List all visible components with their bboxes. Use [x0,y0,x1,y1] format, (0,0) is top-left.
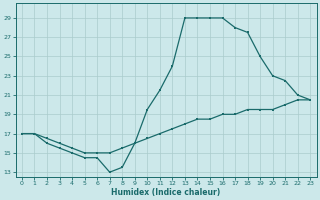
X-axis label: Humidex (Indice chaleur): Humidex (Indice chaleur) [111,188,221,197]
